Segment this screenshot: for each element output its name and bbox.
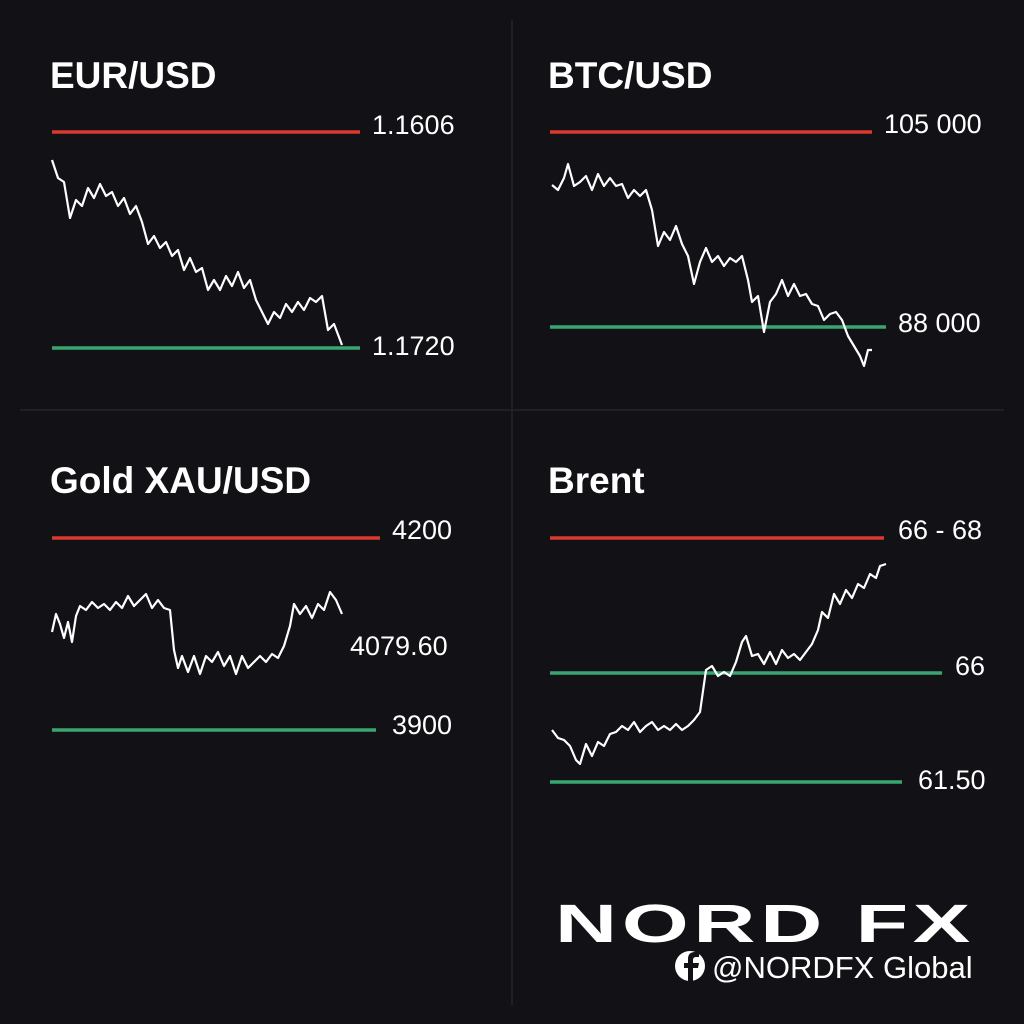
price-path [50, 590, 344, 676]
panel-title: EUR/USD [50, 55, 217, 96]
social-handle: @NORDFX Global [712, 950, 973, 985]
level-label: 1.1720 [372, 331, 455, 361]
level-label: 61.50 [918, 765, 986, 795]
panel-title: Brent [548, 460, 645, 501]
level-label: 105 000 [884, 109, 982, 139]
level-label: 1.1606 [372, 110, 455, 140]
level-label: 3900 [392, 710, 452, 740]
level-label: 4079.60 [350, 631, 448, 661]
price-path [50, 159, 344, 346]
price-path [551, 562, 887, 766]
brand-logo: NORD FX [555, 894, 975, 954]
facebook-icon [684, 952, 699, 981]
level-label: 88 000 [898, 308, 981, 338]
panel-title: BTC/USD [548, 55, 712, 96]
price-path [551, 162, 872, 368]
level-label: 4200 [392, 515, 452, 545]
level-label: 66 - 68 [898, 515, 982, 545]
panel-title: Gold XAU/USD [50, 460, 311, 501]
level-label: 66 [955, 651, 985, 681]
